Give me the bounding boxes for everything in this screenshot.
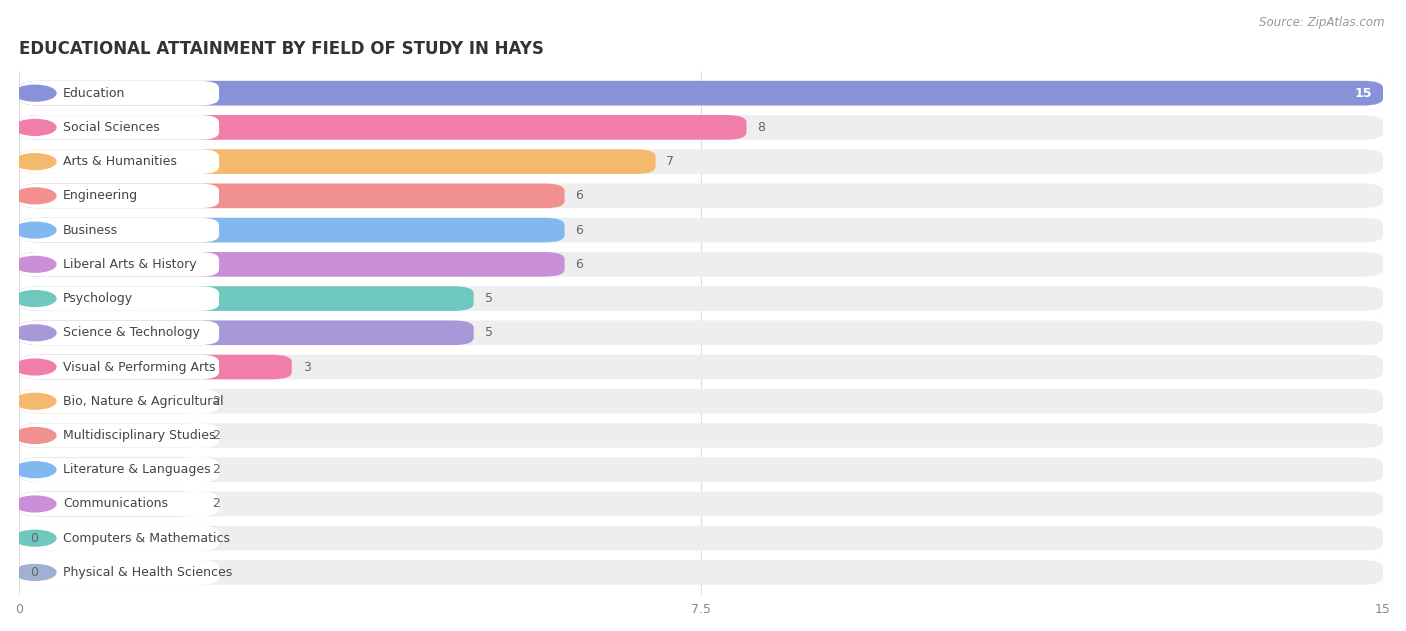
- FancyBboxPatch shape: [20, 355, 292, 379]
- FancyBboxPatch shape: [20, 184, 565, 208]
- Text: 0: 0: [30, 532, 38, 545]
- FancyBboxPatch shape: [20, 286, 474, 311]
- Circle shape: [14, 393, 56, 409]
- FancyBboxPatch shape: [20, 389, 201, 413]
- FancyBboxPatch shape: [20, 218, 219, 242]
- FancyBboxPatch shape: [20, 150, 219, 174]
- Text: EDUCATIONAL ATTAINMENT BY FIELD OF STUDY IN HAYS: EDUCATIONAL ATTAINMENT BY FIELD OF STUDY…: [20, 40, 544, 58]
- Circle shape: [14, 154, 56, 170]
- FancyBboxPatch shape: [20, 492, 1384, 516]
- FancyBboxPatch shape: [20, 252, 219, 276]
- Circle shape: [14, 325, 56, 341]
- FancyBboxPatch shape: [20, 81, 1384, 105]
- Text: Liberal Arts & History: Liberal Arts & History: [63, 258, 197, 271]
- FancyBboxPatch shape: [20, 218, 1384, 242]
- FancyBboxPatch shape: [20, 286, 1384, 311]
- Circle shape: [14, 496, 56, 512]
- Text: 0: 0: [30, 566, 38, 579]
- FancyBboxPatch shape: [20, 457, 219, 482]
- Text: 15: 15: [1354, 86, 1372, 100]
- Text: Engineering: Engineering: [63, 189, 138, 203]
- Text: Arts & Humanities: Arts & Humanities: [63, 155, 177, 168]
- Text: 7: 7: [666, 155, 675, 168]
- FancyBboxPatch shape: [20, 492, 219, 516]
- Text: 3: 3: [302, 360, 311, 374]
- Text: Source: ZipAtlas.com: Source: ZipAtlas.com: [1260, 16, 1385, 29]
- FancyBboxPatch shape: [20, 560, 1384, 585]
- FancyBboxPatch shape: [20, 423, 1384, 448]
- Text: Science & Technology: Science & Technology: [63, 326, 200, 339]
- FancyBboxPatch shape: [20, 286, 219, 311]
- Circle shape: [14, 359, 56, 375]
- FancyBboxPatch shape: [20, 81, 1384, 105]
- Text: Social Sciences: Social Sciences: [63, 121, 160, 134]
- Text: 6: 6: [575, 189, 583, 203]
- FancyBboxPatch shape: [20, 526, 219, 550]
- Text: Visual & Performing Arts: Visual & Performing Arts: [63, 360, 215, 374]
- Text: Bio, Nature & Agricultural: Bio, Nature & Agricultural: [63, 395, 224, 408]
- Circle shape: [14, 256, 56, 272]
- FancyBboxPatch shape: [20, 423, 201, 448]
- FancyBboxPatch shape: [20, 150, 655, 174]
- Text: Communications: Communications: [63, 497, 169, 510]
- FancyBboxPatch shape: [20, 492, 201, 516]
- Text: 2: 2: [212, 463, 219, 476]
- FancyBboxPatch shape: [20, 321, 474, 345]
- Text: 5: 5: [485, 292, 492, 305]
- FancyBboxPatch shape: [20, 457, 201, 482]
- Circle shape: [14, 119, 56, 135]
- Text: 2: 2: [212, 395, 219, 408]
- FancyBboxPatch shape: [20, 389, 219, 413]
- Text: 2: 2: [212, 429, 219, 442]
- FancyBboxPatch shape: [20, 184, 219, 208]
- Text: 6: 6: [575, 223, 583, 237]
- FancyBboxPatch shape: [20, 321, 1384, 345]
- Text: Education: Education: [63, 86, 125, 100]
- FancyBboxPatch shape: [20, 115, 1384, 139]
- Text: Business: Business: [63, 223, 118, 237]
- FancyBboxPatch shape: [20, 252, 565, 276]
- Text: Psychology: Psychology: [63, 292, 134, 305]
- Circle shape: [14, 85, 56, 101]
- Circle shape: [14, 462, 56, 478]
- FancyBboxPatch shape: [20, 115, 747, 139]
- Text: 5: 5: [485, 326, 492, 339]
- FancyBboxPatch shape: [20, 526, 1384, 550]
- Text: Physical & Health Sciences: Physical & Health Sciences: [63, 566, 232, 579]
- Circle shape: [14, 188, 56, 204]
- FancyBboxPatch shape: [20, 150, 1384, 174]
- Text: Computers & Mathematics: Computers & Mathematics: [63, 532, 231, 545]
- Text: Multidisciplinary Studies: Multidisciplinary Studies: [63, 429, 215, 442]
- FancyBboxPatch shape: [20, 355, 219, 379]
- Circle shape: [14, 428, 56, 444]
- FancyBboxPatch shape: [20, 252, 1384, 276]
- FancyBboxPatch shape: [20, 218, 565, 242]
- FancyBboxPatch shape: [20, 115, 219, 139]
- Circle shape: [14, 291, 56, 307]
- Text: Literature & Languages: Literature & Languages: [63, 463, 211, 476]
- Circle shape: [14, 222, 56, 238]
- FancyBboxPatch shape: [20, 321, 219, 345]
- FancyBboxPatch shape: [20, 389, 1384, 413]
- FancyBboxPatch shape: [20, 560, 219, 585]
- FancyBboxPatch shape: [20, 184, 1384, 208]
- Circle shape: [14, 565, 56, 581]
- FancyBboxPatch shape: [20, 457, 1384, 482]
- Circle shape: [14, 530, 56, 546]
- Text: 8: 8: [758, 121, 765, 134]
- FancyBboxPatch shape: [20, 81, 219, 105]
- FancyBboxPatch shape: [20, 423, 219, 448]
- FancyBboxPatch shape: [20, 355, 1384, 379]
- Text: 6: 6: [575, 258, 583, 271]
- Text: 2: 2: [212, 497, 219, 510]
